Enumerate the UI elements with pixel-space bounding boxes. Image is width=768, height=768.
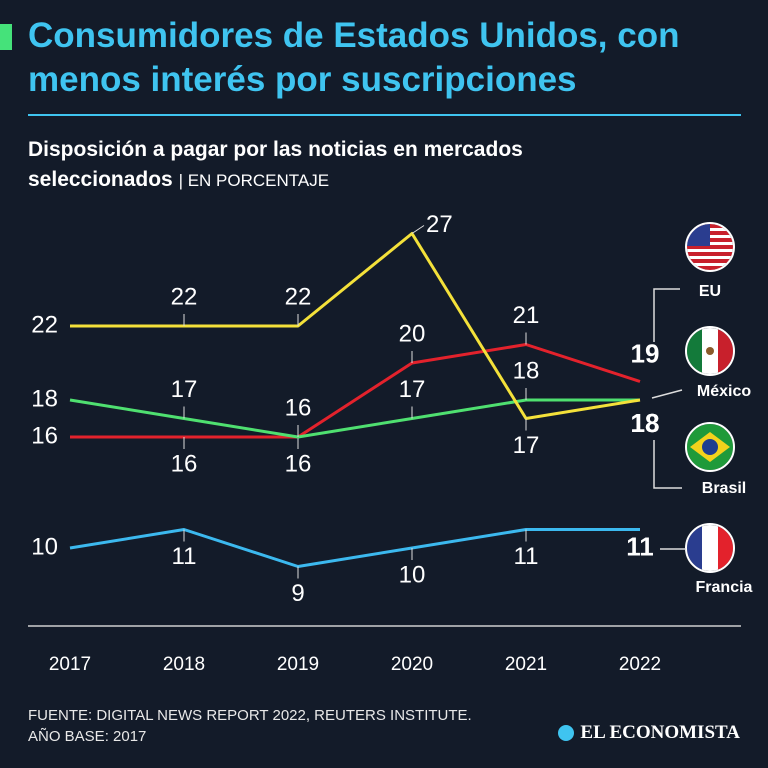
x-tick-label: 2020 [391,654,433,675]
brand-icon [558,725,575,741]
value-label-final: 18 [631,408,660,438]
value-label: 9 [291,580,304,607]
value-label: 18 [31,385,58,412]
flag-brasil [685,422,735,472]
value-label: 16 [31,422,58,449]
value-label: 27 [426,211,453,238]
legend-connector [651,389,683,399]
brand-name: EL ECONOMISTA [580,722,740,743]
x-tick-label: 2021 [505,654,547,675]
data-line [69,398,640,439]
accent [0,24,12,50]
value-label: 18 [513,357,540,384]
note: AÑO BASE: 2017 [28,728,147,745]
value-label: 11 [172,543,197,570]
label-tick [411,225,425,234]
legend-label: EU [699,283,721,300]
flag-mexico [685,326,735,376]
value-label: 22 [171,283,198,310]
value-label: 10 [31,533,58,560]
value-label-final: 18 [631,408,660,438]
data-line [69,528,640,568]
data-line [70,343,641,439]
value-label: 17 [513,432,540,459]
value-label: 16 [171,450,198,477]
legend-label: Francia [696,579,753,596]
flag-francia [685,523,735,573]
legend-label: Brasil [702,480,746,497]
chart-subtitle: Disposición a pagar por las noticias en … [28,138,523,191]
legend-label: México [697,383,751,400]
footer: FUENTE: DIGITAL NEWS REPORT 2022, REUTER… [28,705,472,747]
value-label: 22 [285,283,312,310]
subtitle-block: Disposición a pagar por las noticias en … [28,135,668,196]
value-label-final: 11 [626,531,654,561]
legend-connector [653,288,680,342]
x-tick-label: 2022 [619,654,661,675]
value-label: 21 [513,302,540,329]
value-label: 10 [399,561,426,588]
title-rule [28,114,741,116]
brand: EL ECONOMISTA [558,722,740,744]
value-label: 11 [514,543,539,570]
value-label: 22 [31,311,58,338]
unit: | EN PORCENTAJE [178,171,330,190]
x-tick-label: 2017 [49,654,91,675]
legend-connector [653,440,682,489]
value-label: 17 [171,376,198,403]
flag-us [685,222,735,272]
x-tick-label: 2019 [277,654,319,675]
value-label: 16 [285,394,312,421]
value-label-final: 19 [631,338,660,368]
value-label: 16 [285,450,312,477]
data-line [70,232,641,420]
x-tick-label: 2018 [163,654,205,675]
value-label: 20 [399,320,426,347]
chart-title: Consumidores de Estados Unidos, con meno… [28,16,680,99]
value-label: 17 [399,376,426,403]
source: FUENTE: DIGITAL NEWS REPORT 2022, REUTER… [28,707,472,724]
